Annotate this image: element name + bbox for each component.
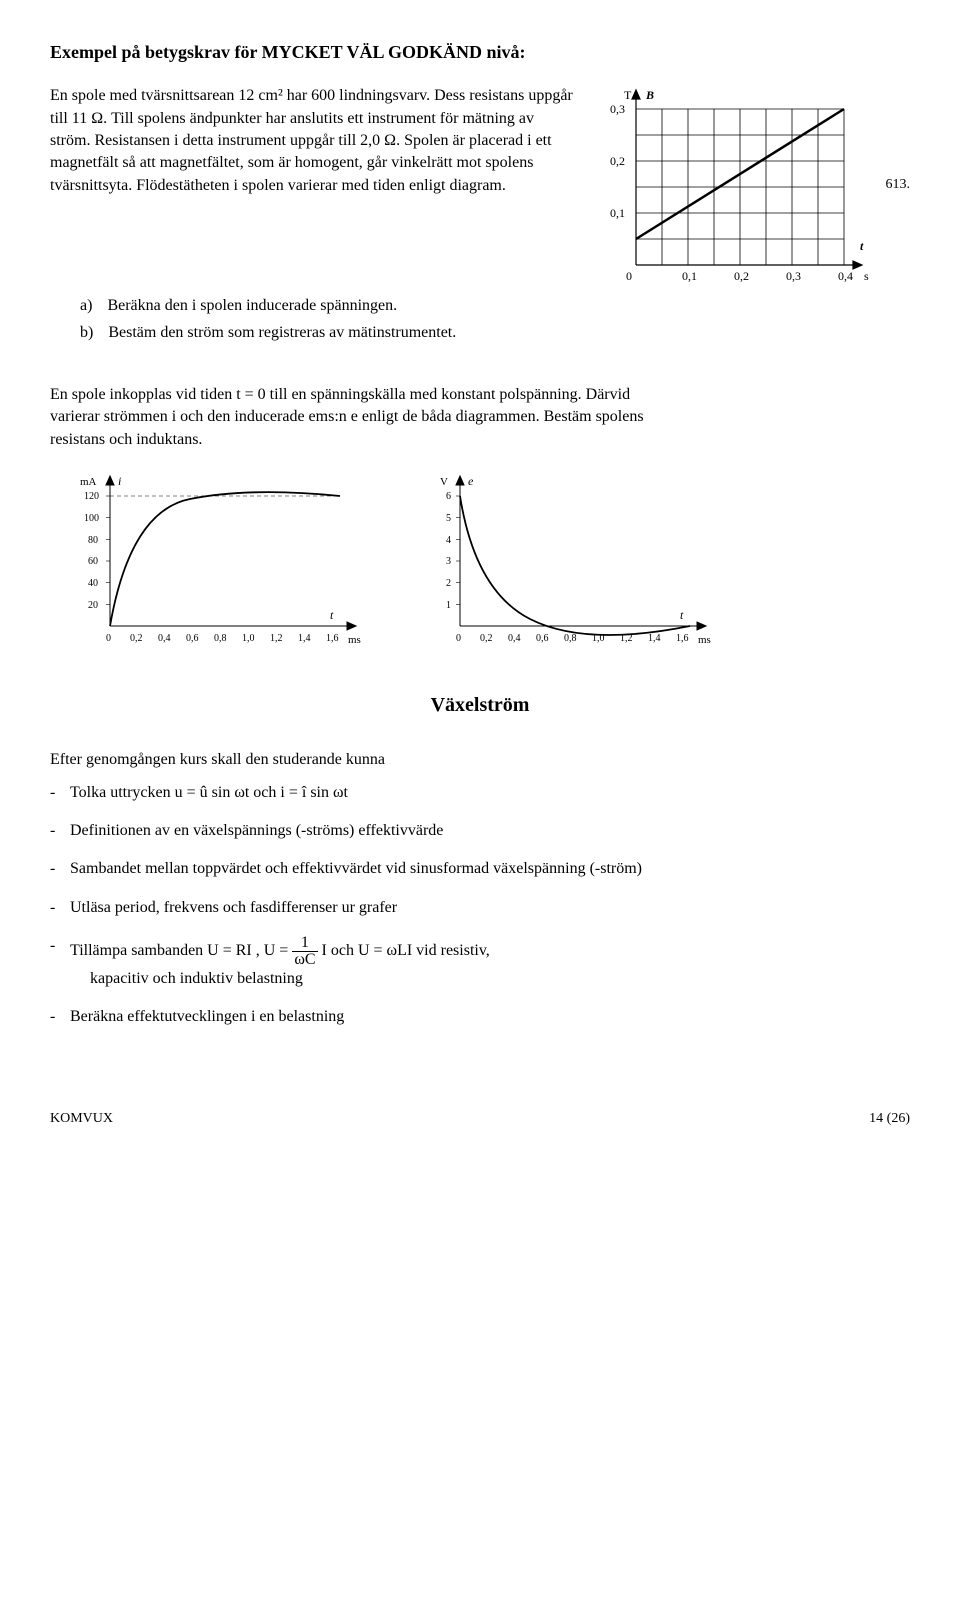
svg-text:mA: mA xyxy=(80,476,97,488)
svg-text:5: 5 xyxy=(446,513,451,524)
svg-text:0,6: 0,6 xyxy=(186,633,199,644)
svg-text:60: 60 xyxy=(88,556,98,567)
svg-text:0,8: 0,8 xyxy=(564,633,577,644)
svg-text:e: e xyxy=(468,474,474,488)
q-a-text: Beräkna den i spolen inducerade spänning… xyxy=(107,295,397,317)
svg-text:0,3: 0,3 xyxy=(786,269,801,283)
problem-1: En spole med tvärsnittsarean 12 cm² har … xyxy=(50,85,910,285)
svg-text:0,8: 0,8 xyxy=(214,633,227,644)
svg-text:0,4: 0,4 xyxy=(158,633,171,644)
chart-emf: V e t ms 6 5 4 3 2 1 0 0,2 0,4 0,6 0,8 1… xyxy=(420,471,720,651)
svg-text:1,2: 1,2 xyxy=(270,633,283,644)
svg-text:0,1: 0,1 xyxy=(610,206,625,220)
svg-text:2: 2 xyxy=(446,578,451,589)
outcome-6: Beräkna effektutvecklingen i en belastni… xyxy=(50,1006,910,1028)
svg-text:100: 100 xyxy=(84,513,99,524)
svg-text:i: i xyxy=(118,474,121,488)
section-intro: Efter genomgången kurs skall den studera… xyxy=(50,749,910,771)
svg-text:t: t xyxy=(860,239,864,253)
svg-text:0,2: 0,2 xyxy=(734,269,749,283)
outcome-5: Tillämpa sambanden U = RI , U = 1ωC I oc… xyxy=(50,935,910,990)
svg-text:1,4: 1,4 xyxy=(298,633,311,644)
svg-text:ms: ms xyxy=(348,634,361,646)
svg-text:80: 80 xyxy=(88,535,98,546)
svg-text:120: 120 xyxy=(84,491,99,502)
svg-text:1,6: 1,6 xyxy=(326,633,339,644)
outcome-5-line1: Tillämpa sambanden U = RI , U = 1ωC I oc… xyxy=(70,942,490,959)
chart-flux-density: T B 0,3 0,2 0,1 0 0,1 0,2 0,3 0,4 t s xyxy=(596,85,876,285)
outcome-2: Definitionen av en växelspännings (-strö… xyxy=(50,820,910,842)
svg-text:0,3: 0,3 xyxy=(610,102,625,116)
svg-text:6: 6 xyxy=(446,491,451,502)
q-a-label: a) xyxy=(80,295,92,317)
problem-2-charts: mA i t ms 120 100 80 60 40 20 0 0,2 0,4 … xyxy=(70,471,910,651)
svg-text:1: 1 xyxy=(446,600,451,611)
svg-text:1,0: 1,0 xyxy=(242,633,255,644)
svg-text:V: V xyxy=(440,476,448,488)
learning-outcomes: Tolka uttrycken u = û sin ωt och i = î s… xyxy=(50,782,910,1029)
svg-text:0,6: 0,6 xyxy=(536,633,549,644)
svg-text:20: 20 xyxy=(88,600,98,611)
footer-left: KOMVUX xyxy=(50,1109,113,1129)
q-b-text: Bestäm den ström som registreras av mäti… xyxy=(108,322,456,344)
svg-text:4: 4 xyxy=(446,535,451,546)
outcome-3: Sambandet mellan toppvärdet och effektiv… xyxy=(50,858,910,880)
svg-text:s: s xyxy=(864,269,869,283)
svg-text:0,1: 0,1 xyxy=(682,269,697,283)
svg-text:0,2: 0,2 xyxy=(480,633,493,644)
chart-current: mA i t ms 120 100 80 60 40 20 0 0,2 0,4 … xyxy=(70,471,370,651)
svg-text:0,2: 0,2 xyxy=(610,154,625,168)
svg-text:0,2: 0,2 xyxy=(130,633,143,644)
svg-text:1,2: 1,2 xyxy=(620,633,633,644)
svg-text:1,4: 1,4 xyxy=(648,633,661,644)
svg-text:0,4: 0,4 xyxy=(508,633,521,644)
svg-text:T: T xyxy=(624,88,632,102)
svg-text:B: B xyxy=(645,88,654,102)
svg-text:t: t xyxy=(680,608,684,622)
svg-text:1,6: 1,6 xyxy=(676,633,689,644)
svg-text:40: 40 xyxy=(88,578,98,589)
problem-2-text: En spole inkopplas vid tiden t = 0 till … xyxy=(50,384,650,451)
svg-text:3: 3 xyxy=(446,556,451,567)
svg-text:0: 0 xyxy=(106,633,111,644)
page-title: Exempel på betygskrav för MYCKET VÄL GOD… xyxy=(50,40,910,65)
problem-1-text: En spole med tvärsnittsarean 12 cm² har … xyxy=(50,85,576,197)
svg-text:ms: ms xyxy=(698,634,711,646)
svg-text:1,0: 1,0 xyxy=(592,633,605,644)
outcome-4: Utläsa period, frekvens och fasdifferens… xyxy=(50,897,910,919)
problem-1-questions: a) Beräkna den i spolen inducerade spänn… xyxy=(80,295,910,344)
problem-1-ref: 613. xyxy=(886,175,911,195)
footer-right: 14 (26) xyxy=(869,1109,910,1129)
page-footer: KOMVUX 14 (26) xyxy=(50,1109,910,1129)
svg-text:0: 0 xyxy=(456,633,461,644)
svg-text:0,4: 0,4 xyxy=(838,269,853,283)
outcome-5-line2: kapacitiv och induktiv belastning xyxy=(70,970,303,987)
svg-text:0: 0 xyxy=(626,269,632,283)
q-b-label: b) xyxy=(80,322,93,344)
svg-text:t: t xyxy=(330,608,334,622)
outcome-1: Tolka uttrycken u = û sin ωt och i = î s… xyxy=(50,782,910,804)
section-title-vaxelstrom: Växelström xyxy=(50,691,910,719)
